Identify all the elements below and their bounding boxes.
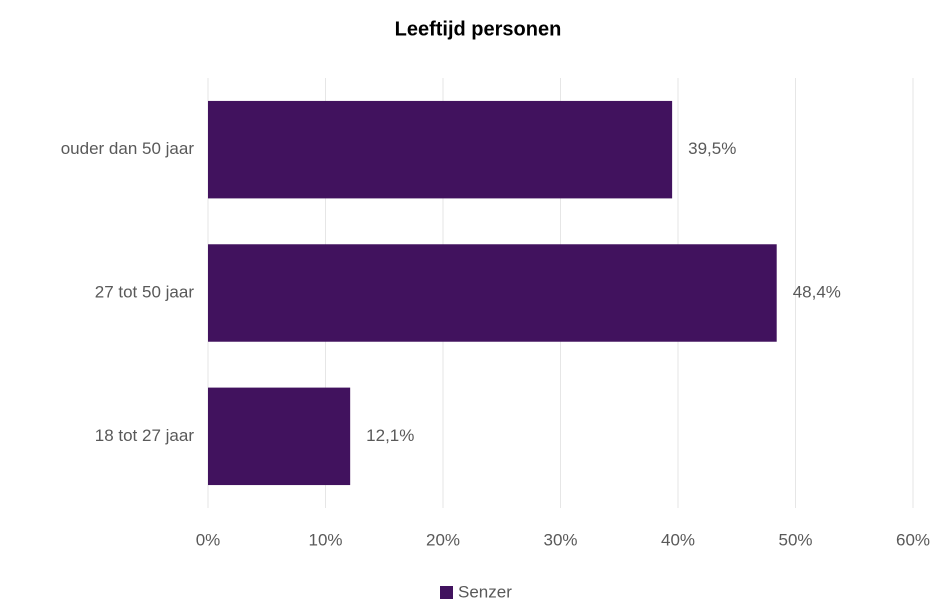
bar: [208, 244, 777, 342]
legend-swatch: [440, 586, 453, 599]
data-label: 39,5%: [688, 139, 736, 158]
x-tick-label: 0%: [196, 530, 221, 549]
x-tick-label: 20%: [426, 530, 460, 549]
chart-title: Leeftijd personen: [395, 18, 562, 40]
legend-label: Senzer: [458, 582, 512, 601]
data-label: 48,4%: [793, 282, 841, 301]
bar: [208, 387, 351, 486]
x-tick-label: 60%: [896, 530, 930, 549]
y-tick-label: 18 tot 27 jaar: [95, 426, 195, 445]
y-tick-label: 27 tot 50 jaar: [95, 282, 195, 301]
x-tick-label: 40%: [661, 530, 695, 549]
y-tick-label: ouder dan 50 jaar: [61, 139, 195, 158]
bar: [208, 100, 673, 199]
x-tick-label: 50%: [778, 530, 812, 549]
data-label: 12,1%: [366, 426, 414, 445]
x-tick-label: 30%: [543, 530, 577, 549]
x-tick-label: 10%: [308, 530, 342, 549]
